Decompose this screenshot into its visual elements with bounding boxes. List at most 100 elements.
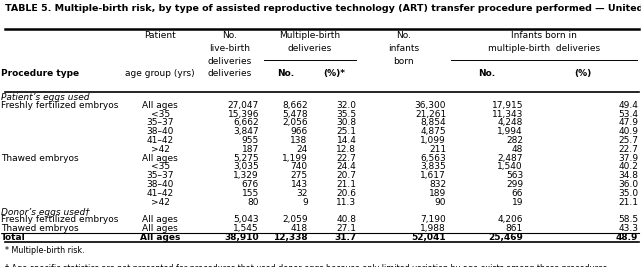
Text: 35–37: 35–37 — [147, 118, 174, 127]
Text: No.: No. — [395, 31, 411, 40]
Text: 3,035: 3,035 — [233, 162, 259, 171]
Text: 37.9: 37.9 — [619, 154, 638, 163]
Text: deliveries: deliveries — [288, 44, 332, 53]
Text: 40.9: 40.9 — [619, 127, 638, 136]
Text: All ages: All ages — [142, 215, 178, 224]
Text: 211: 211 — [429, 145, 446, 154]
Text: 38,910: 38,910 — [224, 233, 259, 242]
Text: 1,099: 1,099 — [420, 136, 446, 145]
Text: 25.7: 25.7 — [619, 136, 638, 145]
Text: 282: 282 — [506, 136, 523, 145]
Text: 8,854: 8,854 — [420, 118, 446, 127]
Text: Patient’s eggs used: Patient’s eggs used — [1, 93, 89, 103]
Text: Freshly fertilized embryos: Freshly fertilized embryos — [1, 215, 118, 224]
Text: 48.9: 48.9 — [616, 233, 638, 242]
Text: 38–40: 38–40 — [147, 127, 174, 136]
Text: 36,300: 36,300 — [415, 101, 446, 110]
Text: 49.4: 49.4 — [619, 101, 638, 110]
Text: 48: 48 — [512, 145, 523, 154]
Text: live-birth: live-birth — [209, 44, 250, 53]
Text: <35: <35 — [151, 162, 170, 171]
Text: age group (yrs): age group (yrs) — [126, 69, 195, 78]
Text: Multiple-birth: Multiple-birth — [279, 31, 340, 40]
Text: 43.3: 43.3 — [619, 224, 638, 233]
Text: >42: >42 — [151, 145, 170, 154]
Text: 4,875: 4,875 — [420, 127, 446, 136]
Text: 21.1: 21.1 — [619, 198, 638, 207]
Text: 38–40: 38–40 — [147, 180, 174, 189]
Text: 36.0: 36.0 — [619, 180, 638, 189]
Text: 832: 832 — [429, 180, 446, 189]
Text: All ages: All ages — [142, 224, 178, 233]
Text: 21,261: 21,261 — [415, 109, 446, 119]
Text: 32: 32 — [296, 189, 308, 198]
Text: Donor’s eggs used†: Donor’s eggs used† — [1, 208, 89, 217]
Text: 8,662: 8,662 — [282, 101, 308, 110]
Text: 740: 740 — [290, 162, 308, 171]
Text: 299: 299 — [506, 180, 523, 189]
Text: 187: 187 — [242, 145, 259, 154]
Text: 35–37: 35–37 — [147, 171, 174, 180]
Text: 24.4: 24.4 — [337, 162, 356, 171]
Text: 25,469: 25,469 — [488, 233, 523, 242]
Text: 563: 563 — [506, 171, 523, 180]
Text: 3,847: 3,847 — [233, 127, 259, 136]
Text: 6,662: 6,662 — [233, 118, 259, 127]
Text: Total: Total — [1, 233, 26, 242]
Text: 861: 861 — [506, 224, 523, 233]
Text: 676: 676 — [242, 180, 259, 189]
Text: Patient: Patient — [144, 31, 176, 40]
Text: 22.7: 22.7 — [337, 154, 356, 163]
Text: 19: 19 — [512, 198, 523, 207]
Text: 2,056: 2,056 — [282, 118, 308, 127]
Text: born: born — [393, 57, 413, 66]
Text: 25.1: 25.1 — [337, 127, 356, 136]
Text: 9: 9 — [302, 198, 308, 207]
Text: (%): (%) — [574, 69, 591, 78]
Text: TABLE 5. Multiple-birth risk, by type of assisted reproductive technology (ART) : TABLE 5. Multiple-birth risk, by type of… — [5, 4, 641, 13]
Text: 155: 155 — [242, 189, 259, 198]
Text: 24: 24 — [296, 145, 308, 154]
Text: Thawed embryos: Thawed embryos — [1, 154, 78, 163]
Text: All ages: All ages — [142, 101, 178, 110]
Text: 7,190: 7,190 — [420, 215, 446, 224]
Text: 3,835: 3,835 — [420, 162, 446, 171]
Text: >42: >42 — [151, 198, 170, 207]
Text: 4,248: 4,248 — [497, 118, 523, 127]
Text: Procedure type: Procedure type — [1, 69, 79, 78]
Text: Freshly fertilized embryos: Freshly fertilized embryos — [1, 101, 118, 110]
Text: 20.6: 20.6 — [337, 189, 356, 198]
Text: 31.7: 31.7 — [334, 233, 356, 242]
Text: * Multiple-birth risk.: * Multiple-birth risk. — [5, 246, 85, 256]
Text: 20.7: 20.7 — [337, 171, 356, 180]
Text: All ages: All ages — [142, 154, 178, 163]
Text: 4,206: 4,206 — [497, 215, 523, 224]
Text: 12.8: 12.8 — [337, 145, 356, 154]
Text: 35.0: 35.0 — [619, 189, 638, 198]
Text: 1,988: 1,988 — [420, 224, 446, 233]
Text: multiple-birth  deliveries: multiple-birth deliveries — [488, 44, 600, 53]
Text: 2,059: 2,059 — [282, 215, 308, 224]
Text: deliveries: deliveries — [207, 69, 252, 78]
Text: 40.2: 40.2 — [619, 162, 638, 171]
Text: 1,540: 1,540 — [497, 162, 523, 171]
Text: 21.1: 21.1 — [337, 180, 356, 189]
Text: 35.5: 35.5 — [337, 109, 356, 119]
Text: infants: infants — [388, 44, 419, 53]
Text: 143: 143 — [290, 180, 308, 189]
Text: 53.4: 53.4 — [619, 109, 638, 119]
Text: 15,396: 15,396 — [228, 109, 259, 119]
Text: Infants born in: Infants born in — [511, 31, 577, 40]
Text: 14.4: 14.4 — [337, 136, 356, 145]
Text: All ages: All ages — [140, 233, 180, 242]
Text: 12,338: 12,338 — [273, 233, 308, 242]
Text: 2,487: 2,487 — [497, 154, 523, 163]
Text: 41–42: 41–42 — [147, 136, 174, 145]
Text: 52,041: 52,041 — [412, 233, 446, 242]
Text: Thawed embryos: Thawed embryos — [1, 224, 78, 233]
Text: 275: 275 — [290, 171, 308, 180]
Text: 40.8: 40.8 — [337, 215, 356, 224]
Text: No.: No. — [478, 69, 495, 78]
Text: 966: 966 — [290, 127, 308, 136]
Text: 11,343: 11,343 — [492, 109, 523, 119]
